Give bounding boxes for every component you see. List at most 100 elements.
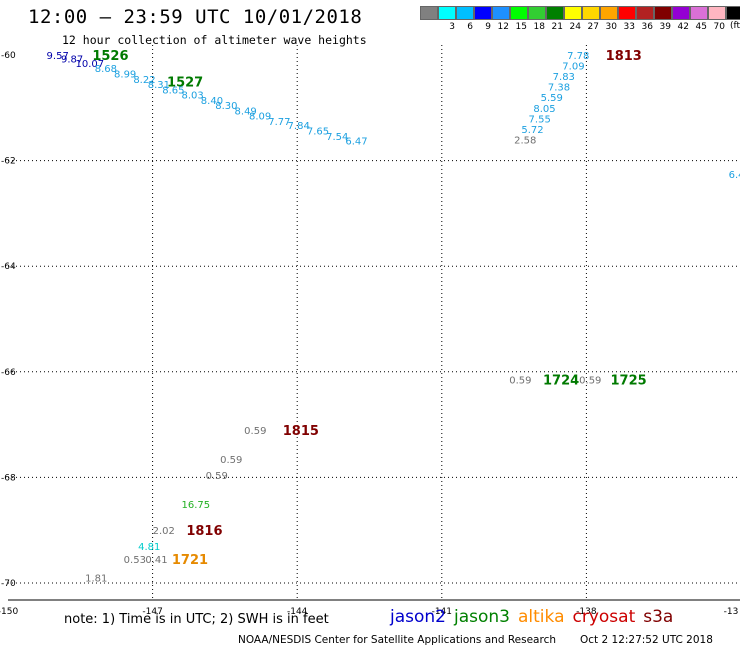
wave-height-label: 7.55	[529, 114, 551, 125]
wave-height-label: 16.75	[182, 500, 211, 511]
colorbar-label: 27	[587, 22, 599, 32]
lat-tick-label: -60	[1, 51, 16, 61]
colorbar-label: 39	[659, 22, 671, 32]
satellite-legend-item: jason3	[454, 607, 510, 627]
map-subtitle: 12 hour collection of altimeter wave hei…	[62, 33, 367, 47]
pass-time-label: 1816	[186, 524, 222, 539]
lat-tick-label: -68	[1, 473, 16, 483]
wave-height-label: 8.40	[201, 96, 223, 107]
generated-time: Oct 2 12:27:52 UTC 2018	[580, 634, 713, 646]
pass-time-label: 1724	[543, 374, 579, 389]
colorbar-label: 3	[449, 22, 455, 32]
credit-text: NOAA/NESDIS Center for Satellite Applica…	[238, 634, 556, 646]
lat-tick-label: -66	[1, 368, 16, 378]
pass-time-labels: 152615271813117241725181518161721	[92, 49, 647, 568]
colorbar-label: 9	[485, 22, 491, 32]
wave-height-label: 6.49	[729, 170, 740, 181]
wave-height-label: 4.81	[138, 542, 160, 553]
lon-tick-label: -141	[432, 607, 452, 617]
colorbar-cell: 3	[438, 6, 456, 32]
colorbar-cell: 30	[600, 6, 618, 32]
colorbar-cell	[726, 6, 740, 20]
wave-height-label: 0.59	[206, 471, 228, 482]
lon-tick-label: -147	[142, 607, 162, 617]
wave-height-label: 8.30	[215, 101, 237, 112]
colorbar-cell	[420, 6, 438, 20]
pass-time-label: 1725	[611, 374, 647, 389]
graticule	[8, 45, 740, 601]
colorbar-cell: 24	[564, 6, 582, 32]
wave-height-label: 0.53	[124, 555, 146, 566]
colorbar-label: 70	[713, 22, 725, 32]
wave-height-label: 2.58	[514, 135, 536, 146]
wave-height-label: 7.38	[548, 83, 570, 94]
colorbar-label: 42	[677, 22, 689, 32]
wave-height-label: 0.59	[244, 426, 266, 437]
colorbar-label: 30	[605, 22, 617, 32]
wave-height-label: 9.87	[61, 55, 83, 66]
wave-height-label: 2.02	[153, 526, 175, 537]
wave-height-label: 0.59	[509, 376, 531, 387]
wave-height-label: 1.81	[85, 574, 107, 585]
lat-tick-label: -64	[1, 262, 16, 272]
colorbar-label: 12	[497, 22, 509, 32]
satellite-legend-item: altika	[518, 607, 565, 627]
colorbar-cell: 15	[510, 6, 528, 32]
wave-height-label: 8.68	[95, 64, 117, 75]
wave-height-label: 6.47	[345, 137, 367, 148]
colorbar-cell: 18	[528, 6, 546, 32]
colorbar-cell: 42	[672, 6, 690, 32]
footer-note: note: 1) Time is in UTC; 2) SWH is in fe…	[64, 612, 329, 627]
wave-height-label: 8.03	[182, 91, 204, 102]
colorbar-label: 18	[533, 22, 545, 32]
wave-height-label: 7.54	[326, 132, 348, 143]
colorbar-cell: 12	[492, 6, 510, 32]
wave-height-label: 7.83	[553, 72, 575, 83]
axis-labels: -150 -147 -144 -141 -138 -13 -60 -62 -64 -66 -68 -7…	[0, 51, 738, 617]
colorbar-cell: 45	[690, 6, 708, 32]
pass-time-label: 1815	[283, 424, 319, 439]
colorbar-label: 33	[623, 22, 635, 32]
colorbar-cell: 6	[456, 6, 474, 32]
wave-height-label: 0.59	[579, 376, 601, 387]
colorbar-cell: 33	[618, 6, 636, 32]
map-title: 12:00 – 23:59 UTC 10/01/2018	[28, 6, 363, 28]
satellite-legend-item: jason2	[390, 607, 446, 627]
satellite-legend: jason2 jason3 altika cryosat s3a	[390, 607, 681, 627]
lon-tick-label: -144	[287, 607, 308, 617]
lon-tick-label: -13	[724, 607, 739, 617]
wave-height-label: 9.57	[47, 51, 69, 62]
wave-height-label: 5.59	[541, 93, 563, 104]
wave-height-label: 5.72	[521, 125, 543, 136]
colorbar-cell: 9	[474, 6, 492, 32]
pass-time-label: 1527	[167, 75, 203, 90]
pass-time-label: 1813	[606, 49, 642, 64]
wave-height-label: 8.05	[533, 104, 555, 115]
wave-height-label: 0.59	[220, 455, 242, 466]
wave-height-label: 0.41	[145, 555, 167, 566]
pass-time-label: 1721	[172, 553, 208, 568]
pass-time-label: 1526	[92, 49, 128, 64]
colorbar-cell: 21	[546, 6, 564, 32]
satellite-legend-item: cryosat	[572, 607, 636, 627]
colorbar-label: 6	[467, 22, 473, 32]
colorbar-label: 15	[515, 22, 527, 32]
lon-tick-label: -150	[0, 607, 18, 617]
lat-tick-label: -70	[1, 579, 16, 589]
wave-height-label: 7.78	[567, 51, 589, 62]
wave-height-label: 8.65	[162, 85, 184, 96]
wave-height-label: 7.84	[288, 121, 310, 132]
colorbar-label: 24	[569, 22, 581, 32]
satellite-legend-item: s3a	[643, 607, 674, 627]
wave-height-label: 8.22	[133, 75, 155, 86]
wave-height-label: 7.09	[562, 62, 584, 73]
wave-height-label: 10.07	[75, 59, 104, 70]
colorbar-label: 45	[695, 22, 707, 32]
colorbar-cell: 70	[708, 6, 726, 32]
colorbar-label: 36	[641, 22, 653, 32]
wave-height-colorbar: 3 6 9 12 15 18 21 24 27 30 33 36 39 42 45 70	[420, 6, 740, 32]
wave-height-label: 8.99	[114, 69, 136, 80]
colorbar-cell: 27	[582, 6, 600, 32]
wave-height-label: 7.65	[307, 127, 329, 138]
